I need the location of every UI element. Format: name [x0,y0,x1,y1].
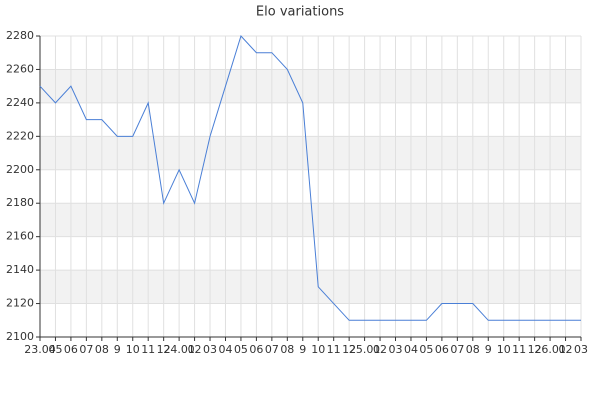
x-tick-label: 07 [79,343,93,356]
chart-title: Elo variations [256,5,344,20]
x-tick-label: 9 [485,343,492,356]
x-tick-label: 07 [265,343,279,356]
x-tick-label: 12 [157,343,171,356]
x-tick-label: 03 [203,343,217,356]
x-tick-label: 05 [48,343,62,356]
x-tick-label: 02 [188,343,202,356]
y-tick-label: 2100 [6,330,34,343]
grid-band [40,69,581,103]
x-tick-label: 11 [327,343,341,356]
x-tick-label: 25.01 [349,343,381,356]
x-tick-label: 12 [528,343,542,356]
grid-band [40,203,581,237]
x-tick-label: 9 [299,343,306,356]
x-tick-label: 05 [234,343,248,356]
x-tick-label: 04 [218,343,232,356]
x-tick-label: 23.04 [24,343,56,356]
x-tick-label: 08 [95,343,109,356]
x-tick-label: 11 [512,343,526,356]
y-tick-label: 2200 [6,163,34,176]
x-tick-label: 26.01 [534,343,566,356]
x-tick-label: 08 [280,343,294,356]
y-tick-label: 2120 [6,297,34,310]
x-tick-label: 06 [249,343,263,356]
x-tick-label: 10 [311,343,325,356]
y-tick-label: 2160 [6,230,34,243]
x-tick-label: 05 [419,343,433,356]
series-line [39,35,581,321]
y-tick-label: 2220 [6,129,34,142]
y-tick-label: 2260 [6,62,34,75]
x-tick-label: 24.01 [163,343,195,356]
x-tick-label: 03 [389,343,403,356]
x-tick-label: 08 [466,343,480,356]
y-tick-label: 2140 [6,263,34,276]
grid-band [40,270,581,304]
x-tick-label: 06 [435,343,449,356]
y-tick-label: 2240 [6,96,34,109]
x-tick-label: 02 [559,343,573,356]
y-tick-label: 2180 [6,196,34,209]
y-tick-label: 2280 [6,29,34,42]
x-tick-label: 12 [342,343,356,356]
x-tick-label: 10 [126,343,140,356]
x-tick-label: 02 [373,343,387,356]
x-tick-label: 07 [450,343,464,356]
x-tick-label: 11 [141,343,155,356]
grid-band [40,136,581,170]
x-tick-label: 9 [114,343,121,356]
x-tick-label: 06 [64,343,78,356]
x-tick-label: 03 [574,343,588,356]
x-tick-label: 10 [497,343,511,356]
x-tick-label: 04 [404,343,418,356]
